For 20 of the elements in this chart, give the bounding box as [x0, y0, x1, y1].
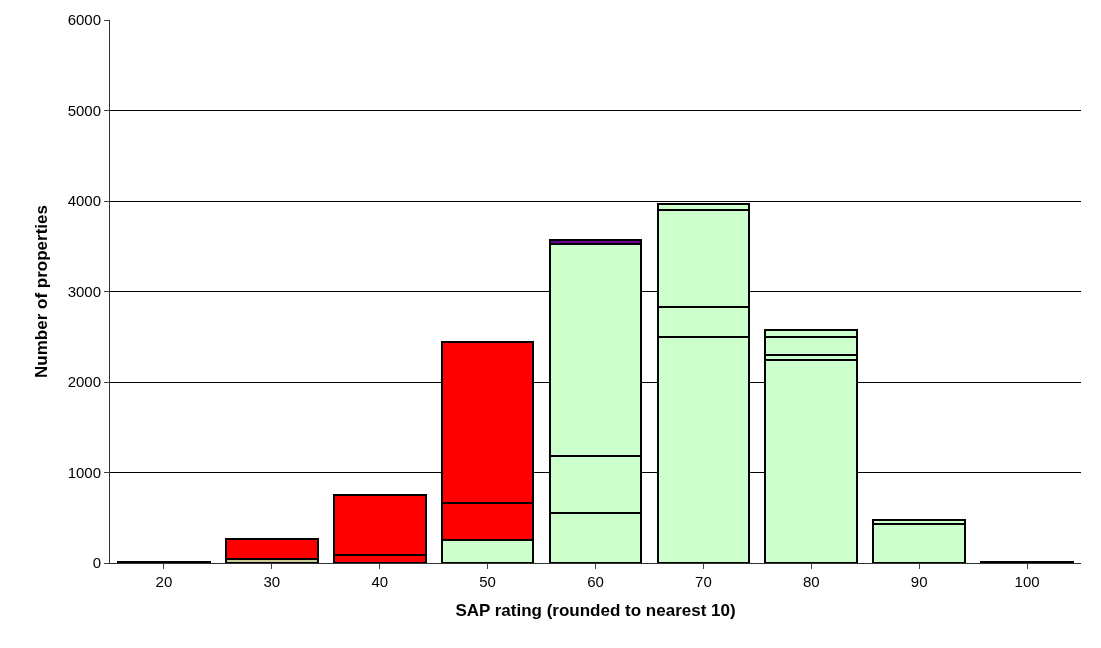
bar: [872, 523, 967, 563]
x-tick-label: 80: [802, 573, 820, 590]
y-tick-label: 0: [92, 554, 101, 572]
x-tick-label: 100: [1014, 573, 1040, 590]
x-tick-label: 30: [263, 573, 281, 590]
x-tick-label: 40: [371, 573, 389, 590]
y-tick-label: 5000: [67, 101, 101, 119]
x-axis-title: SAP rating (rounded to nearest 10): [455, 601, 736, 621]
x-tick-label: 20: [155, 573, 173, 590]
y-axis-title: Number of properties: [32, 205, 52, 378]
bar: [224, 537, 319, 561]
y-tick-label: 2000: [67, 373, 101, 391]
y-tick-label: 6000: [67, 11, 101, 29]
y-tick-label: 3000: [67, 282, 101, 300]
y-tick-label: 1000: [67, 463, 101, 481]
x-tick-label: 70: [695, 573, 712, 590]
x-tick-label: 90: [910, 573, 928, 590]
y-tick-label: 4000: [67, 192, 101, 210]
x-tick-label: 60: [587, 573, 604, 590]
x-tick-label: 50: [479, 573, 496, 590]
